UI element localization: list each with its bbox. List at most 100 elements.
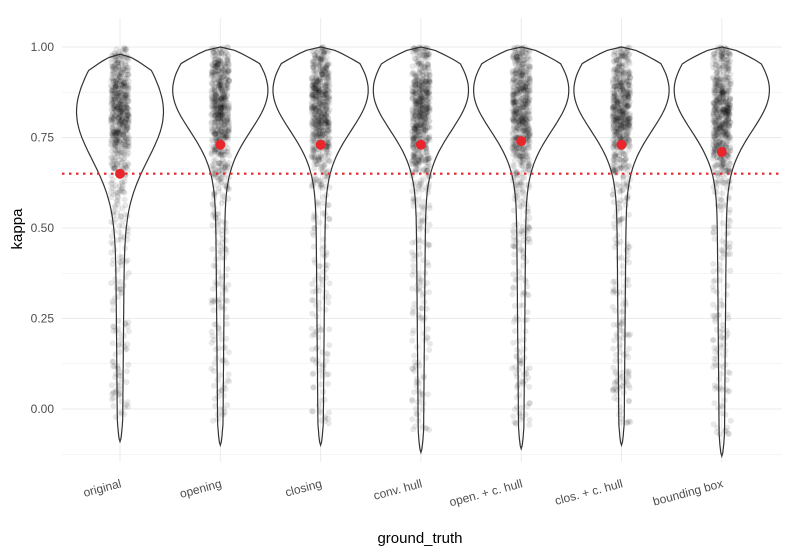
data-point [211,130,217,137]
data-point [220,94,227,101]
data-point [413,122,419,129]
data-point [315,128,322,134]
data-point [214,210,221,217]
data-point [221,94,228,101]
data-point [121,80,128,87]
data-point [223,314,230,321]
data-point [410,149,417,156]
data-point [309,371,316,378]
data-point [725,315,732,322]
data-point [326,69,333,76]
data-point [320,127,327,134]
data-point [212,148,219,154]
data-point [422,94,429,101]
data-point [415,244,422,251]
data-point [320,210,327,217]
data-point [420,176,427,182]
data-point [109,111,116,118]
data-point [123,103,130,110]
data-point [220,103,227,110]
data-point [321,91,328,98]
y-tick-label: 0.25 [31,312,55,326]
data-point [316,122,323,129]
data-point [216,123,223,129]
data-point [211,205,218,212]
data-point [318,117,325,124]
data-point [711,235,718,242]
data-point [222,130,229,137]
data-point [323,111,330,118]
data-point [222,163,229,170]
data-point [120,97,127,103]
data-point [220,122,227,129]
data-point [119,90,126,96]
data-point [324,126,331,133]
data-point [717,76,724,83]
data-point [110,402,117,409]
data-point [322,82,329,89]
data-point [324,106,330,113]
data-point [309,91,316,98]
data-point [318,56,324,63]
data-point [320,200,327,207]
data-point [214,67,221,74]
data-point [117,349,123,355]
data-point [119,188,125,195]
data-point [309,64,316,71]
data-point [316,154,323,161]
data-point [219,170,226,177]
data-point [225,111,232,118]
data-point [111,103,118,110]
data-point [722,98,729,105]
data-point [123,83,130,89]
data-point [219,124,226,131]
data-point [124,130,131,136]
data-point [108,106,115,113]
data-point [417,116,423,123]
data-point [109,63,116,70]
data-point [108,142,115,149]
data-point [310,243,317,250]
data-point [212,155,219,162]
data-point [217,118,224,125]
data-point [326,135,333,142]
data-point [114,104,120,110]
data-point [120,188,127,195]
data-point [609,98,616,105]
data-point [224,80,231,87]
data-point [217,114,224,121]
data-point [109,136,116,143]
data-point [214,80,221,87]
data-point [624,90,631,97]
data-point [109,75,116,82]
x-axis-ticks: original opening closing conv. hull open. + … [82,476,725,509]
data-point [412,161,419,168]
data-point [326,100,333,107]
data-point [711,400,718,407]
data-point [522,146,528,153]
data-point [125,85,132,92]
data-point [218,100,225,107]
data-point [116,330,123,337]
data-point [224,58,231,65]
data-point [119,123,126,130]
data-point [312,55,319,62]
data-point [224,148,231,155]
data-point [326,144,333,150]
data-point [318,117,325,124]
data-point [220,104,226,111]
data-point [120,87,127,94]
data-point [325,127,332,134]
data-point [108,233,115,240]
data-point [114,83,121,90]
data-point [122,75,129,82]
data-point [209,52,216,59]
data-point [324,140,331,147]
data-point [125,112,132,119]
data-point [422,117,428,124]
data-point [313,175,320,182]
data-point [218,65,225,72]
data-point [320,98,327,105]
data-point [212,119,219,125]
data-point [117,109,124,116]
